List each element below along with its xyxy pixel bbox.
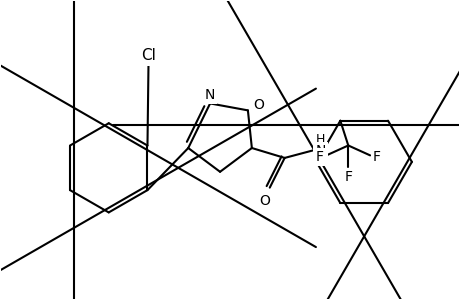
Text: Cl: Cl <box>141 48 156 63</box>
Text: N: N <box>314 144 325 158</box>
Text: O: O <box>253 98 263 112</box>
Text: F: F <box>343 170 352 184</box>
Text: F: F <box>372 150 380 164</box>
Text: F: F <box>315 150 323 164</box>
Text: O: O <box>259 194 269 208</box>
Text: H: H <box>315 133 325 146</box>
Text: N: N <box>205 88 215 101</box>
